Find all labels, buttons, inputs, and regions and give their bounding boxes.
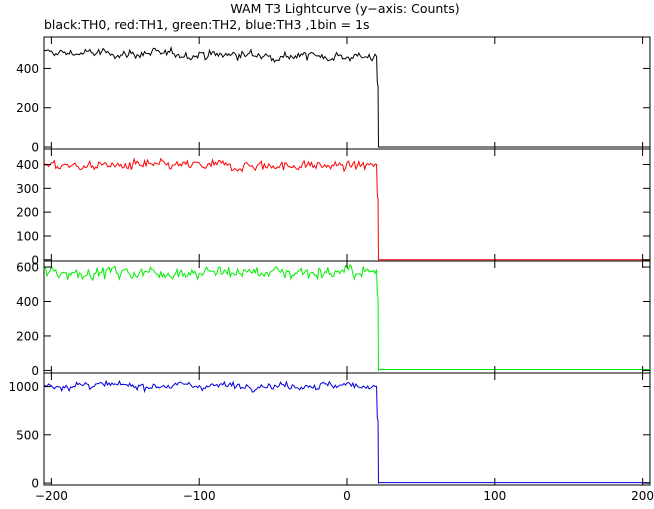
x-tick-label: 100 xyxy=(483,489,506,503)
y-tick-label: 400 xyxy=(16,295,39,309)
panel-frame xyxy=(43,372,651,486)
y-tick-label: 1000 xyxy=(8,380,39,394)
panel-frame xyxy=(43,36,651,150)
y-tick-label: 200 xyxy=(16,329,39,343)
x-tick-label: 200 xyxy=(631,489,654,503)
panel-th1: 0 100 200 300 400 xyxy=(16,148,651,267)
y-tick-label: 200 xyxy=(16,101,39,115)
x-tick-label: −200 xyxy=(35,489,68,503)
y-tick-label: 100 xyxy=(16,229,39,243)
panel-frame xyxy=(43,148,651,262)
panel-th2: 0 200 400 600 xyxy=(16,260,651,378)
y-tick-label: 300 xyxy=(16,182,39,196)
series-line-th3 xyxy=(43,379,650,484)
panel-frame xyxy=(43,260,651,374)
panel-th0: 0 200 400 xyxy=(16,36,651,155)
series-line-th2 xyxy=(43,263,650,372)
chart-subtitle: black:TH0, red:TH1, green:TH2, blue:TH3 … xyxy=(44,17,370,32)
y-tick-label: 0 xyxy=(31,141,39,155)
y-tick-label: 0 xyxy=(31,477,39,491)
y-tick-label: 500 xyxy=(16,428,39,442)
x-tick-label: 0 xyxy=(343,489,351,503)
panel-th3: 0 500 1000 xyxy=(8,372,651,491)
series-line-th1 xyxy=(43,157,650,261)
panels-layer: 02004000100200300400020040060005001000−2… xyxy=(8,36,654,503)
y-tick-label: 600 xyxy=(16,261,39,275)
y-tick-label: 0 xyxy=(31,364,39,378)
x-tick-label: −100 xyxy=(183,489,216,503)
y-tick-label: 400 xyxy=(16,62,39,76)
y-tick-label: 0 xyxy=(31,253,39,267)
chart-title: WAM T3 Lightcurve (y−axis: Counts) xyxy=(230,1,459,16)
y-tick-label: 400 xyxy=(16,158,39,172)
y-tick-label: 200 xyxy=(16,206,39,220)
series-line-th0 xyxy=(43,45,650,148)
